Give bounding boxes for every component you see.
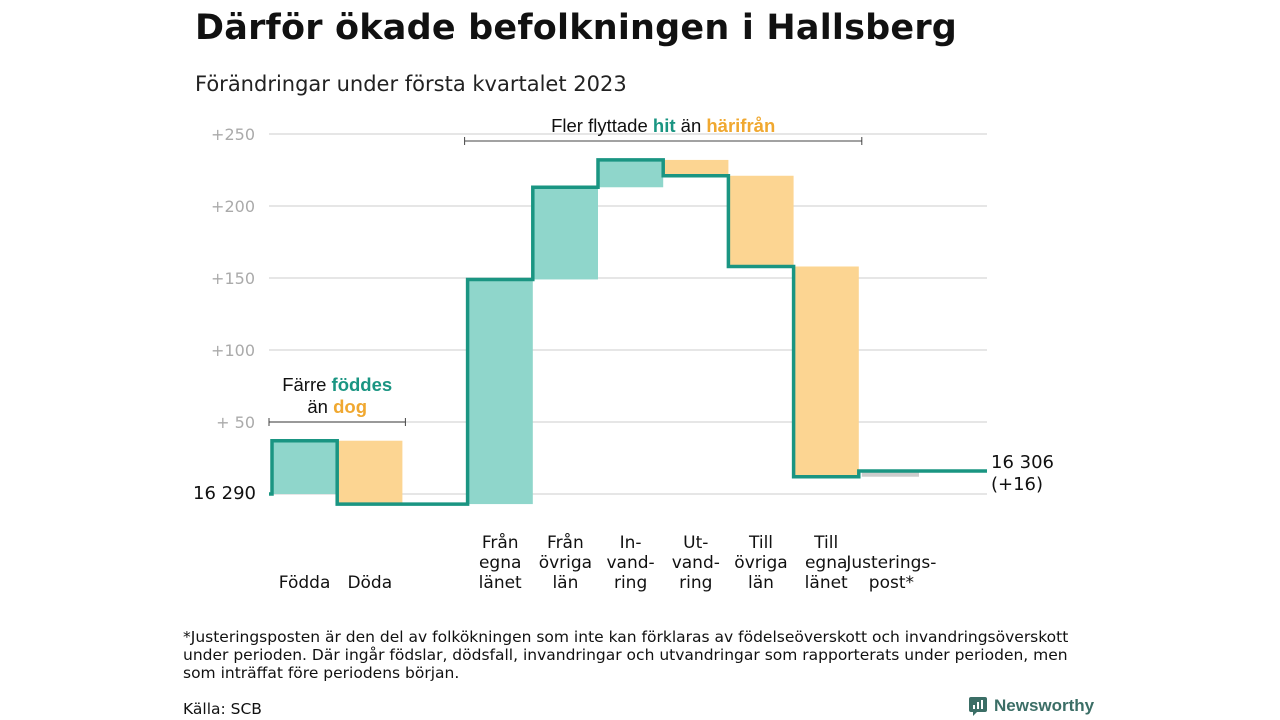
category-label: övriga (734, 553, 787, 573)
category-label: Till (748, 533, 773, 553)
y-tick-label: + 50 (216, 413, 255, 432)
end-change-label: (+16) (991, 474, 1043, 495)
annotation-span: föddes (332, 374, 393, 395)
category-label: Födda (279, 573, 331, 593)
end-value-label: 16 306 (991, 452, 1054, 473)
category-label: In- (620, 533, 642, 553)
category-label: post* (869, 573, 914, 593)
category-label: län (748, 573, 774, 593)
annotation-span: Fler flyttade (551, 115, 653, 136)
annotation-text: än dog (307, 396, 367, 417)
annotation-span: dog (333, 396, 367, 417)
bar (663, 159, 729, 176)
y-tick-label: +150 (211, 269, 255, 288)
annotation-text: Fler flyttade hit än härifrån (551, 115, 775, 136)
category-label: länet (479, 573, 522, 593)
bar (793, 266, 859, 477)
category-label: län (552, 573, 578, 593)
bar (861, 470, 919, 477)
category-label: egna (805, 553, 847, 573)
footnote: *Justeringsposten är den del av folkökni… (183, 628, 1069, 682)
bar (728, 175, 794, 267)
bar (598, 159, 664, 188)
category-label: ring (614, 573, 647, 593)
annotation-span: än (307, 396, 333, 417)
y-tick-label: +250 (211, 125, 255, 144)
y-tick-label: +200 (211, 197, 255, 216)
category-label: vand- (672, 553, 720, 573)
start-value-label: 16 290 (193, 483, 256, 504)
annotation-text: Färre föddes (282, 374, 392, 395)
category-label: egna (479, 553, 521, 573)
y-tick-label: +100 (211, 341, 255, 360)
brand-logo: Newsworthy (968, 696, 1094, 716)
annotation-span: än (676, 115, 707, 136)
bar (467, 279, 533, 505)
category-label: länet (805, 573, 848, 593)
bar (337, 440, 403, 505)
bar (272, 440, 338, 494)
chart-title: Därför ökade befolkningen i Hallsberg (195, 8, 958, 48)
category-label: Döda (347, 573, 392, 593)
category-label: Justerings- (845, 553, 936, 573)
category-label: övriga (539, 553, 592, 573)
category-label: Från (547, 532, 584, 553)
source-note: Källa: SCB (183, 700, 262, 718)
bar (532, 187, 598, 280)
category-label: vand- (607, 553, 655, 573)
newsworthy-icon (969, 697, 987, 716)
category-label: Ut- (683, 533, 708, 553)
step-line (269, 158, 987, 506)
annotation-span: hit (653, 115, 676, 136)
chart-subtitle: Förändringar under första kvartalet 2023 (195, 72, 627, 96)
annotation-span: härifrån (706, 115, 775, 136)
category-label: Från (482, 532, 519, 553)
category-label: Till (813, 533, 838, 553)
brand-name: Newsworthy (994, 696, 1095, 715)
annotation-span: Färre (282, 374, 331, 395)
category-label: ring (679, 573, 712, 593)
